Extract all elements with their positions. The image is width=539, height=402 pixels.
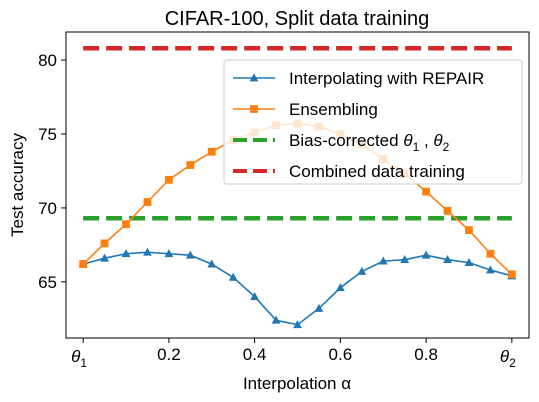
series-point — [164, 249, 174, 258]
series-point — [143, 247, 152, 256]
series-point — [465, 226, 473, 234]
series-point — [185, 250, 195, 259]
series-point — [400, 255, 410, 264]
series-point — [443, 206, 452, 215]
series-point — [464, 258, 474, 267]
x-tick-label: 0.8 — [414, 345, 438, 364]
series-point — [100, 253, 109, 262]
series-point — [186, 161, 195, 169]
series-point — [293, 320, 302, 329]
series-point — [122, 220, 130, 229]
x-tick-label: θ1 — [71, 347, 87, 370]
y-tick-label: 80 — [38, 51, 57, 70]
series-point — [443, 255, 452, 264]
y-tick-label: 65 — [38, 273, 57, 292]
legend-label-0: Interpolating with REPAIR — [289, 69, 484, 88]
series-point — [100, 239, 109, 248]
legend-marker-1 — [250, 105, 258, 113]
legend-label-1: Ensembling — [289, 100, 378, 119]
series-line-0 — [82, 251, 513, 326]
series-point — [79, 260, 88, 268]
series-point — [207, 147, 216, 156]
series-point — [228, 272, 238, 281]
series-point — [207, 259, 217, 268]
x-axis: θ1 0.2 0.4 0.6 0.8 θ2 — [71, 338, 516, 370]
series-point — [422, 187, 431, 196]
y-tick-label: 75 — [38, 125, 57, 144]
series-point — [335, 283, 345, 292]
series-point — [507, 270, 516, 279]
x-tick-label: 0.6 — [329, 345, 353, 364]
y-axis: 65 70 75 80 — [38, 51, 66, 292]
series-point — [250, 292, 260, 301]
y-tick-label: 70 — [38, 199, 57, 218]
series-point — [486, 249, 495, 258]
plot-frame — [65, 31, 530, 339]
series-point — [314, 303, 324, 312]
series-point — [486, 265, 495, 274]
legend-label-2: Bias-corrected θ1 , θ2 — [289, 131, 450, 154]
x-tick-label: 0.2 — [157, 345, 181, 364]
chart-title: CIFAR-100, Split data training — [165, 8, 430, 30]
legend-label-3: Combined data training — [289, 162, 465, 181]
series-point — [271, 315, 281, 324]
x-tick-label: 0.4 — [243, 345, 267, 364]
series-point — [357, 266, 367, 275]
x-tick-label: θ2 — [500, 347, 516, 370]
series-point — [143, 198, 152, 206]
legend-marker-0 — [249, 73, 259, 82]
legend-box — [223, 59, 523, 185]
legend: Interpolating with REPAIR Ensembling Bias-… — [223, 59, 523, 185]
series-point — [164, 175, 173, 184]
series-point — [378, 256, 388, 265]
series-point — [121, 249, 131, 258]
series-point — [421, 250, 431, 259]
x-axis-label: Interpolation α — [243, 374, 351, 393]
y-axis-label: Test accuracy — [8, 133, 27, 237]
